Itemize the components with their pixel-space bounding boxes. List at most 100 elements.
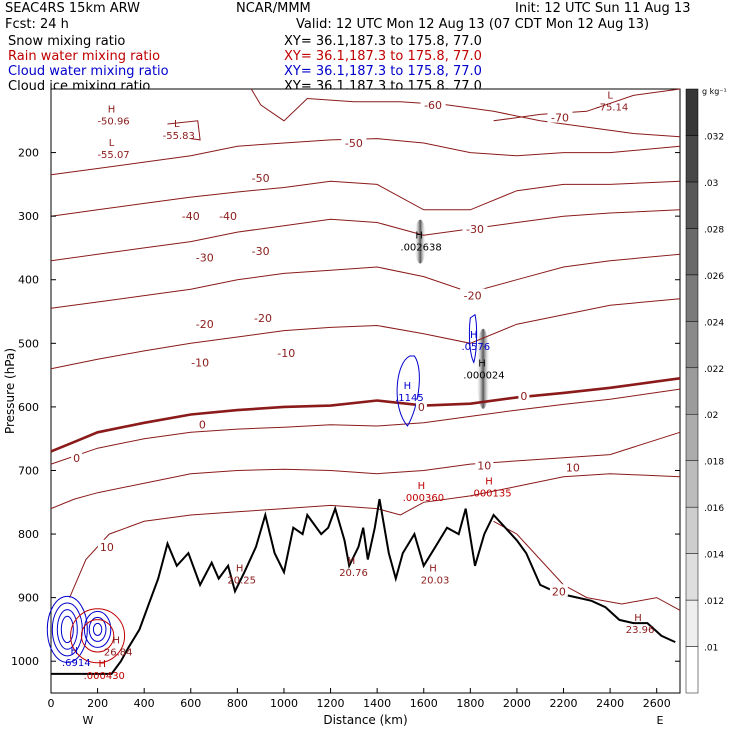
x-axis-tick-label: 200 (87, 697, 108, 710)
cloud-water-contour (396, 355, 420, 427)
x-axis-tick-label: 1400 (363, 697, 391, 710)
temperature-contour-line (493, 520, 681, 611)
cloud-water-contour (60, 615, 74, 644)
temperature-contour-line (69, 473, 681, 598)
y-axis-tick-label: 800 (18, 528, 39, 541)
temperature-extremum-value: 20.03 (421, 575, 450, 586)
cloud-water-extremum-marker: H (71, 646, 79, 657)
contour-label-bg (563, 460, 582, 473)
colorbar-tick-label: .02 (704, 411, 718, 421)
temperature-extremum-value: -75.14 (596, 102, 628, 113)
cloud-water-contour (83, 610, 112, 648)
snow-extremum-marker: H (478, 359, 486, 370)
temperature-extremum-value: 26.84 (104, 647, 133, 658)
temperature-extremum-value: -55.07 (97, 150, 129, 161)
y-axis-tick-label: 1000 (11, 655, 39, 668)
rain-water-extremum-marker: H (485, 476, 493, 487)
temperature-contour-label: -10 (277, 347, 295, 360)
colorbar-tick-label: .016 (704, 504, 724, 514)
contour-label-bg (460, 288, 486, 301)
cloud-water-contour (88, 616, 107, 642)
contour-label-bg (273, 345, 299, 358)
cloud-water-contour (468, 313, 478, 364)
colorbar-cell (685, 321, 699, 369)
temperature-contour-label: -30 (466, 223, 484, 236)
colorbar-tick-label: .03 (704, 179, 718, 189)
colorbar-cell (685, 367, 699, 415)
temperature-contour-label: -50 (345, 137, 363, 150)
contour-label-bg (341, 136, 367, 149)
x-axis-tick-label: 800 (227, 697, 248, 710)
valid-time: Valid: 12 UTC Mon 12 Aug 13 (07 CDT Mon … (296, 17, 650, 32)
temperature-contour-label: 0 (418, 401, 425, 414)
rain-water-contour (80, 619, 115, 653)
temperature-contour-line (50, 431, 681, 510)
y-axis-tick-label: 300 (18, 210, 39, 223)
temperature-extremum-marker: H (348, 556, 356, 567)
cloud-water-extremum-marker: H (404, 381, 412, 392)
y-axis-tick-label: 600 (18, 401, 39, 414)
colorbar-cell (685, 228, 699, 276)
cloud-water-contour (56, 609, 78, 650)
temperature-contour-label: -40 (219, 210, 237, 223)
cloud-water-extremum-value: .0576 (462, 342, 491, 353)
colorbar-cell (685, 88, 699, 136)
x-axis-tick-label: 400 (134, 697, 155, 710)
field-xy-rain: XY= 36.1,187.3 to 175.8, 77.0 (284, 49, 482, 64)
x-axis-tick-label: 2200 (550, 697, 578, 710)
contour-label-bg (248, 244, 274, 257)
colorbar-unit-label: g kg⁻¹ (702, 87, 727, 96)
cloud-water-extremum-value: .6914 (62, 658, 91, 669)
x-axis-tick-label: 0 (48, 697, 55, 710)
temperature-extremum-marker: H (108, 104, 116, 115)
temperature-extremum-marker: H (634, 613, 642, 624)
field-xy-snow: XY= 36.1,187.3 to 175.8, 77.0 (284, 34, 482, 49)
temperature-contour-label: -50 (252, 172, 270, 185)
rain-water-extremum-value: .000430 (84, 671, 125, 682)
temperature-contour-label: 10 (566, 461, 580, 474)
x-axis-tick-label: 600 (180, 697, 201, 710)
rain-water-contour (70, 608, 126, 664)
temperature-contour-closed (167, 120, 201, 141)
temperature-contour-line (50, 377, 681, 453)
contour-label-bg (549, 584, 568, 597)
temperature-contour-line (50, 209, 681, 262)
temperature-contour-label: -20 (254, 312, 272, 325)
field-xy-cloud-water: XY= 36.1,187.3 to 175.8, 77.0 (284, 64, 482, 79)
field-label-cloud-water: Cloud water mixing ratio (8, 64, 169, 79)
temperature-contour-label: -40 (182, 210, 200, 223)
colorbar-tick-label: .01 (704, 644, 718, 654)
contour-label-bg (518, 389, 530, 402)
cloud-water-contour (92, 622, 103, 636)
y-axis-tick-label: 700 (18, 464, 39, 477)
rain-water-extremum-value: .000135 (470, 488, 511, 499)
temperature-extremum-marker: L (174, 119, 180, 130)
colorbar-tick-label: .026 (704, 272, 724, 282)
temperature-extremum-value: -50.96 (97, 116, 129, 127)
ice-extremum-value: .002638 (400, 242, 441, 253)
colorbar-tick-label: .024 (704, 318, 724, 328)
temperature-contour-line (50, 180, 681, 217)
center-label: NCAR/MMM (236, 1, 311, 16)
temperature-contour-line (50, 388, 681, 465)
temperature-extremum-marker: H (112, 635, 120, 646)
field-label-rain: Rain water mixing ratio (8, 49, 161, 64)
y-axis-label: Pressure (hPa) (3, 348, 17, 434)
west-end-label: W (83, 714, 94, 727)
contour-label-bg (192, 250, 218, 263)
temperature-extremum-marker: L (109, 138, 115, 149)
temperature-extremum-value: 20.25 (227, 575, 256, 586)
y-axis-tick-label: 500 (18, 337, 39, 350)
x-axis-tick-label: 2000 (503, 697, 531, 710)
contour-label-bg (475, 458, 494, 471)
temperature-contour-label: 0 (520, 390, 527, 403)
ice-extremum-marker: H (415, 230, 423, 241)
temperature-extremum-value: 20.76 (339, 568, 368, 579)
temperature-contour-label: -10 (191, 356, 209, 369)
y-axis-tick-label: 900 (18, 592, 39, 605)
temperature-contour-label: 10 (477, 459, 491, 472)
contour-label-bg (462, 221, 488, 234)
rain-water-extremum-marker: H (418, 481, 426, 492)
temperature-extremum-value: -55.83 (163, 131, 195, 142)
